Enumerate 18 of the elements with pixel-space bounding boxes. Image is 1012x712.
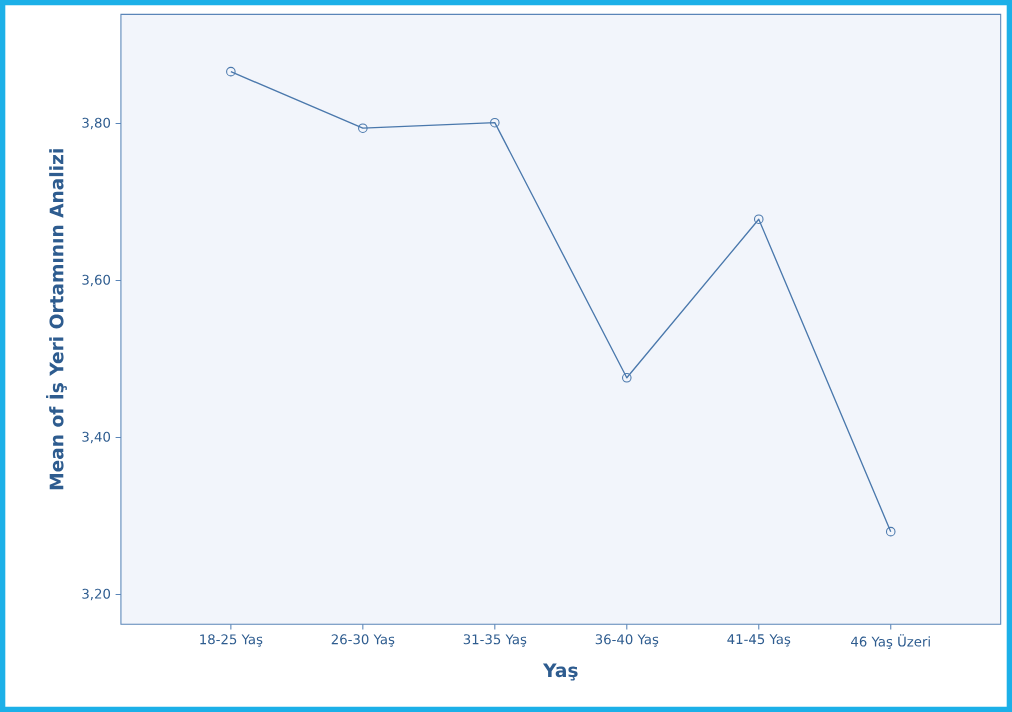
point [490,117,500,128]
point [226,66,236,77]
x-tick-label: 18-25 Yaş [200,634,263,647]
y-tick-label: 3,40 [82,431,111,444]
y-tick-label: 3,60 [82,274,111,287]
x-axis-title: Yaş [542,663,578,681]
x-tick-label: 31-35 Yaş [463,634,527,647]
x-tick-label: 26-30 Yaş [331,634,395,647]
point [622,373,632,383]
y-tick-label: 3,20 [82,588,111,601]
y-tick-label: 3,80 [82,117,111,130]
x-tick-label: 41-45 Yaş [727,634,791,647]
point [358,123,368,133]
point [753,214,764,225]
y-axis-title: Mean of İş Yeri Ortamının Analizi [46,149,67,490]
x-tick-label: 36-40 Yaş [595,634,659,647]
point [885,526,896,537]
x-tick-label: 46 Yaş Üzeri [851,634,930,649]
